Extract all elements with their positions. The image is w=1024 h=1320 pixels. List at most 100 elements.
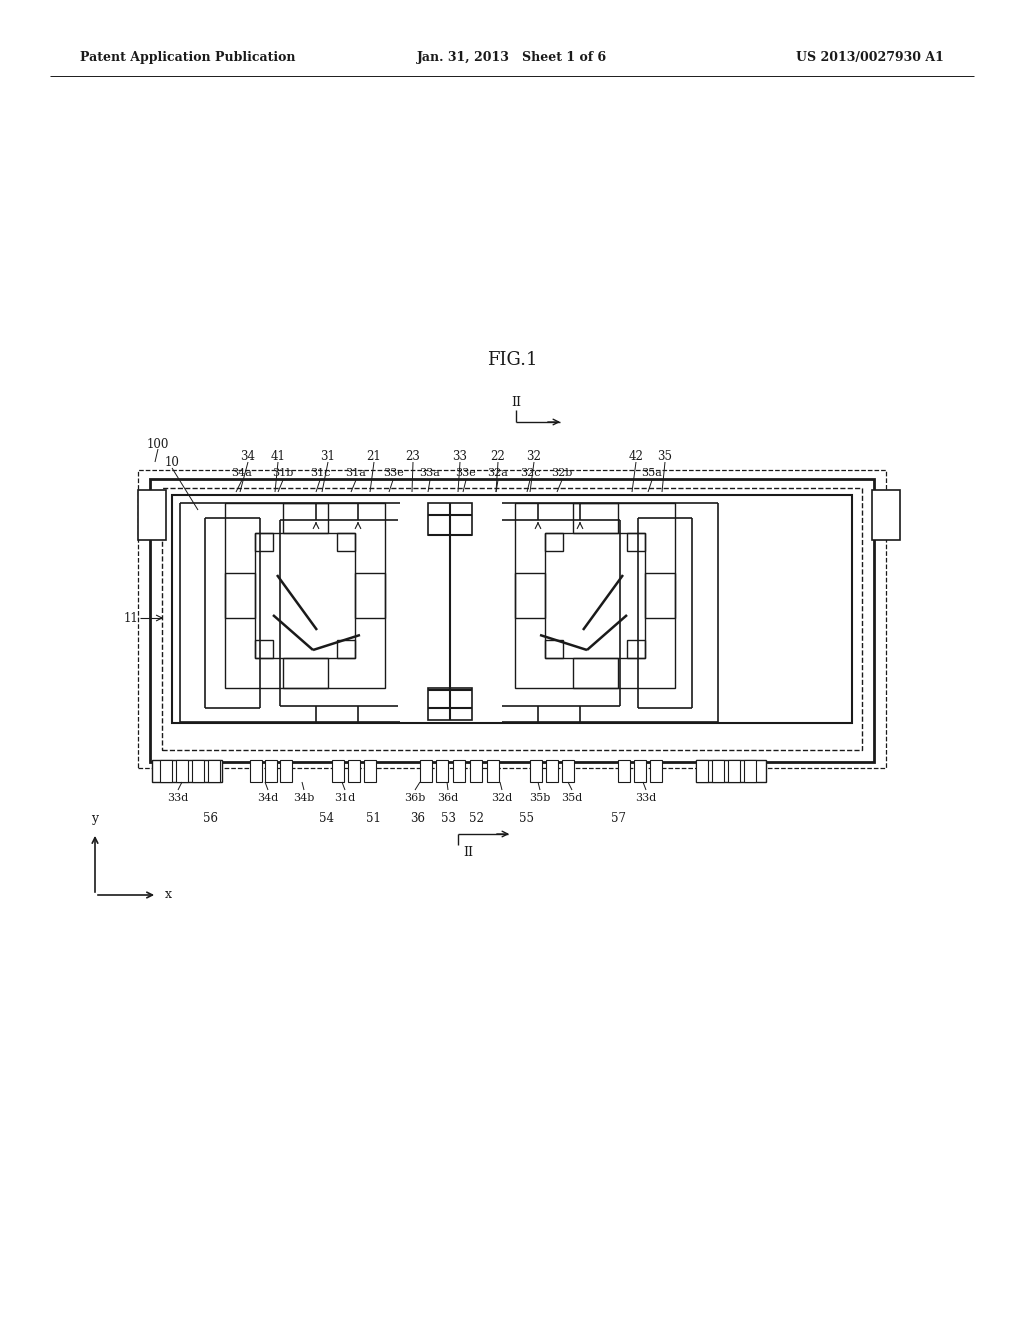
Bar bbox=[348, 760, 360, 781]
Text: 33e: 33e bbox=[456, 469, 476, 478]
Text: II: II bbox=[511, 396, 521, 408]
Bar bbox=[255, 640, 273, 657]
Bar bbox=[280, 760, 292, 781]
Bar bbox=[546, 760, 558, 781]
Bar bbox=[650, 760, 662, 781]
Text: II: II bbox=[463, 846, 473, 858]
Text: y: y bbox=[91, 812, 98, 825]
Bar bbox=[573, 657, 618, 688]
Bar bbox=[364, 760, 376, 781]
Bar bbox=[530, 760, 542, 781]
Text: 35d: 35d bbox=[561, 793, 583, 803]
Bar bbox=[162, 488, 862, 750]
Bar bbox=[337, 533, 355, 550]
Text: 34d: 34d bbox=[257, 793, 279, 803]
Bar bbox=[487, 760, 499, 781]
Text: 31: 31 bbox=[321, 450, 336, 462]
Text: 57: 57 bbox=[610, 812, 626, 825]
Bar bbox=[160, 760, 172, 781]
Bar bbox=[515, 573, 545, 618]
Bar bbox=[138, 490, 166, 540]
Text: FIG.1: FIG.1 bbox=[486, 351, 538, 370]
Text: Patent Application Publication: Patent Application Publication bbox=[80, 51, 296, 65]
Text: 31b: 31b bbox=[272, 469, 294, 478]
Bar bbox=[712, 760, 724, 781]
Bar bbox=[150, 479, 874, 762]
Bar bbox=[634, 760, 646, 781]
Text: 22: 22 bbox=[490, 450, 506, 462]
Bar bbox=[573, 503, 618, 533]
Text: 33e: 33e bbox=[383, 469, 403, 478]
Text: 56: 56 bbox=[203, 812, 217, 825]
Bar bbox=[453, 760, 465, 781]
Text: x: x bbox=[165, 888, 172, 902]
Text: 54: 54 bbox=[318, 812, 334, 825]
Bar bbox=[728, 760, 740, 781]
Bar bbox=[545, 640, 563, 657]
Bar bbox=[355, 573, 385, 618]
Bar bbox=[618, 760, 630, 781]
Bar bbox=[265, 760, 278, 781]
Bar bbox=[696, 760, 766, 781]
Text: 34a: 34a bbox=[231, 469, 253, 478]
Text: 32c: 32c bbox=[520, 469, 541, 478]
Bar bbox=[337, 640, 355, 657]
Text: 100: 100 bbox=[146, 437, 169, 450]
Text: 36: 36 bbox=[411, 812, 426, 825]
Text: 32b: 32b bbox=[551, 469, 572, 478]
Text: 10: 10 bbox=[165, 455, 179, 469]
Text: 53: 53 bbox=[440, 812, 456, 825]
Bar bbox=[225, 503, 385, 688]
Text: 52: 52 bbox=[469, 812, 483, 825]
Bar bbox=[562, 760, 574, 781]
Bar bbox=[696, 760, 708, 781]
Bar bbox=[744, 760, 756, 781]
Text: 23: 23 bbox=[406, 450, 421, 462]
Text: 31c: 31c bbox=[309, 469, 331, 478]
Text: 36d: 36d bbox=[437, 793, 459, 803]
Bar bbox=[420, 760, 432, 781]
Bar bbox=[250, 760, 262, 781]
Text: 33d: 33d bbox=[167, 793, 188, 803]
Text: 21: 21 bbox=[367, 450, 381, 462]
Text: 32d: 32d bbox=[492, 793, 513, 803]
Bar bbox=[255, 533, 355, 657]
Text: 36b: 36b bbox=[404, 793, 426, 803]
Bar bbox=[176, 760, 188, 781]
Bar bbox=[872, 490, 900, 540]
Bar bbox=[208, 760, 220, 781]
Text: 33: 33 bbox=[453, 450, 468, 462]
Text: 55: 55 bbox=[519, 812, 535, 825]
Text: 34: 34 bbox=[241, 450, 256, 462]
Bar bbox=[255, 533, 273, 550]
Text: US 2013/0027930 A1: US 2013/0027930 A1 bbox=[796, 51, 944, 65]
Bar bbox=[283, 503, 328, 533]
Bar bbox=[470, 760, 482, 781]
Bar bbox=[193, 760, 204, 781]
Text: 35b: 35b bbox=[529, 793, 551, 803]
Bar bbox=[545, 533, 563, 550]
Text: 11: 11 bbox=[123, 611, 138, 624]
Bar bbox=[645, 573, 675, 618]
Bar bbox=[627, 640, 645, 657]
Text: 31d: 31d bbox=[335, 793, 355, 803]
Text: 51: 51 bbox=[366, 812, 381, 825]
Bar bbox=[283, 657, 328, 688]
Bar bbox=[332, 760, 344, 781]
Bar bbox=[138, 470, 886, 768]
Bar bbox=[428, 503, 472, 535]
Text: 35a: 35a bbox=[642, 469, 663, 478]
Bar bbox=[515, 503, 675, 688]
Bar bbox=[428, 688, 472, 719]
Bar bbox=[545, 533, 645, 657]
Text: 41: 41 bbox=[270, 450, 286, 462]
Bar bbox=[152, 760, 222, 781]
Text: 31a: 31a bbox=[345, 469, 367, 478]
Bar bbox=[436, 760, 449, 781]
Text: 33d: 33d bbox=[635, 793, 656, 803]
Text: 34b: 34b bbox=[293, 793, 314, 803]
Text: Jan. 31, 2013   Sheet 1 of 6: Jan. 31, 2013 Sheet 1 of 6 bbox=[417, 51, 607, 65]
Text: 32: 32 bbox=[526, 450, 542, 462]
Text: 35: 35 bbox=[657, 450, 673, 462]
Bar bbox=[627, 533, 645, 550]
